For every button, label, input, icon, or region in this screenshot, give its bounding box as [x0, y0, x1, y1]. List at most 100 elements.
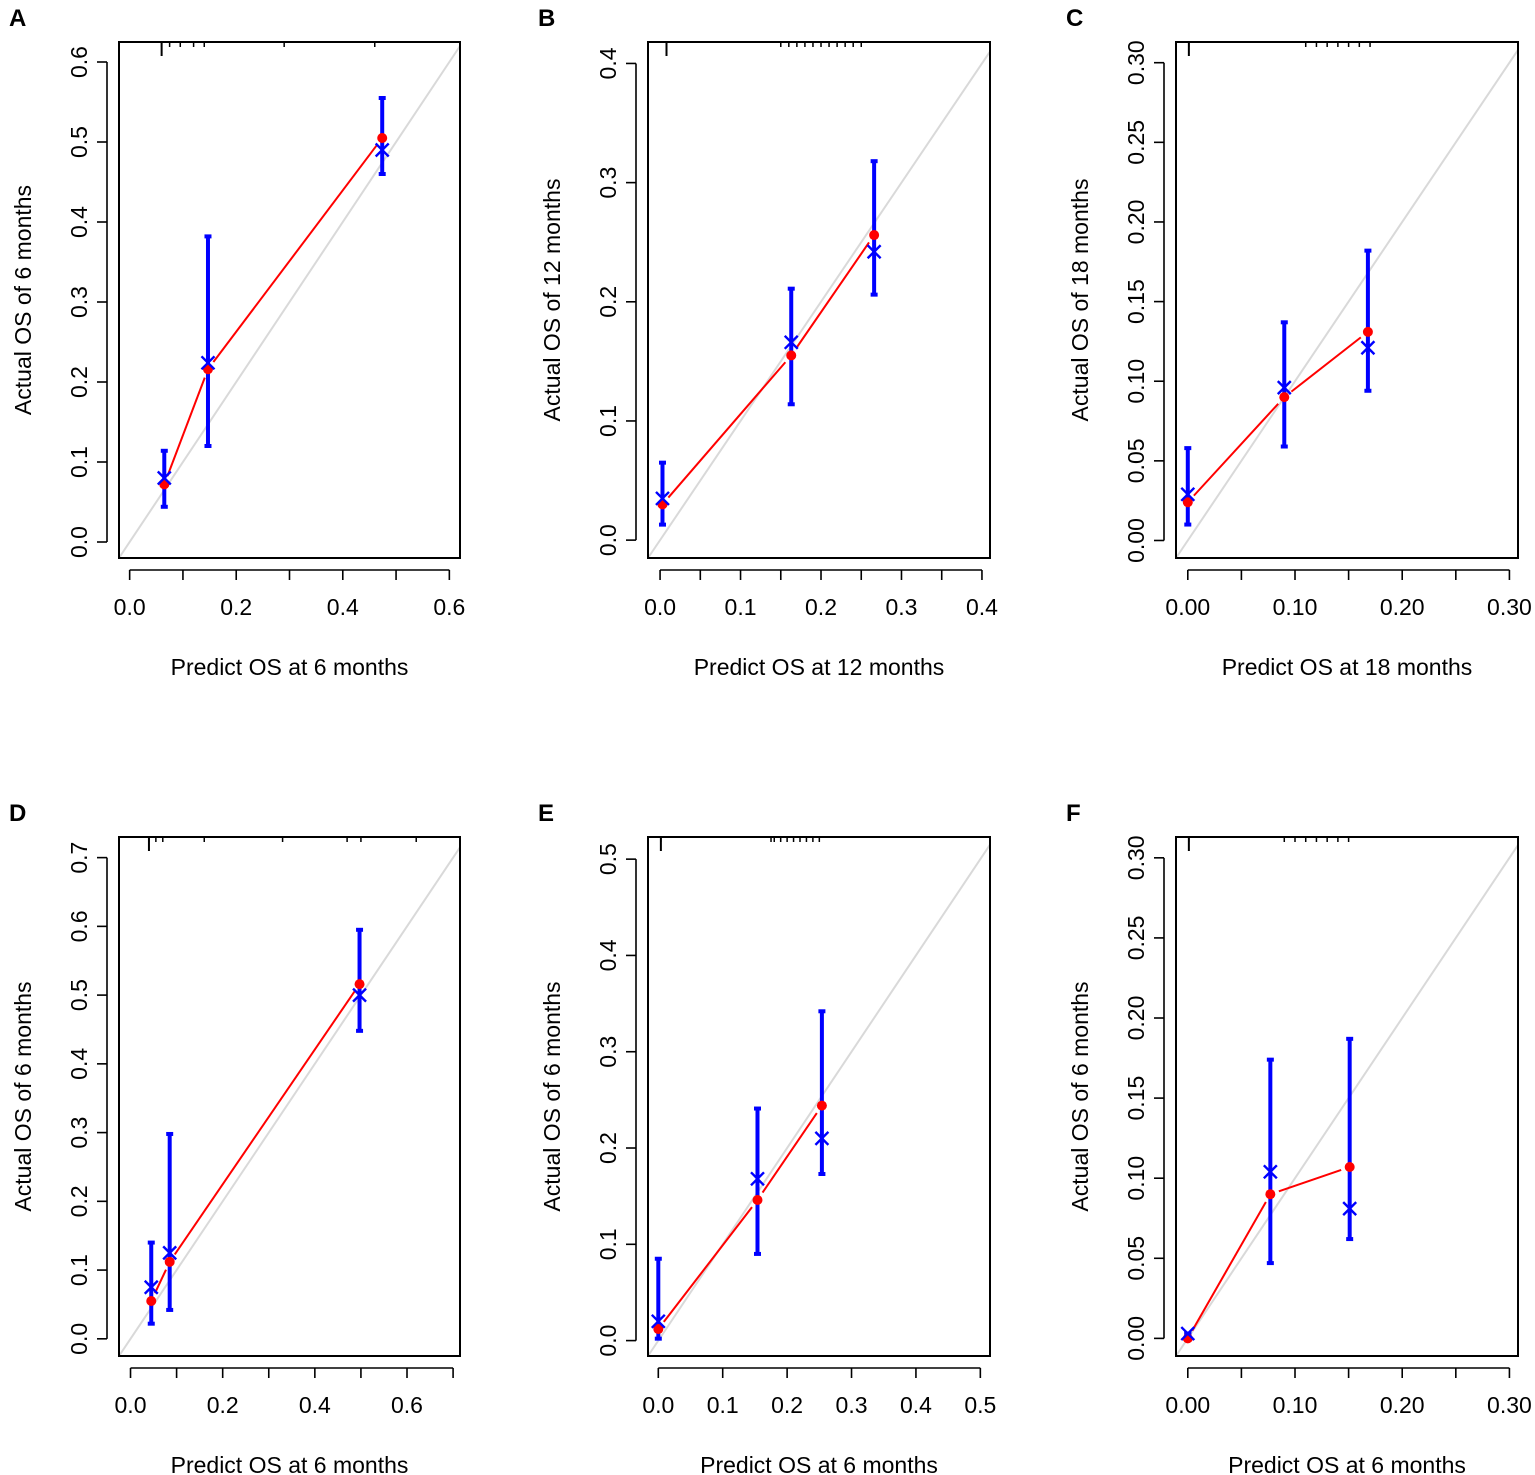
plot-frame	[118, 836, 461, 1357]
calibration-panel-a: A 0.0 0.2 0.4 0.6 0.0 0.1 0.2 0.3 0.4 0.5 0.6 Predic…	[9, 5, 465, 680]
y-tick-label: 0.4	[66, 1048, 92, 1080]
y-tick-label: 0.3	[66, 286, 92, 318]
observed-point	[1344, 1161, 1355, 1172]
plot-frame	[1175, 41, 1519, 559]
x-axis-title: Predict OS at 6 months	[1228, 1452, 1466, 1475]
kaplan-meier-estimate-marker	[162, 1245, 178, 1261]
x-axis-title: Predict OS at 12 months	[694, 654, 945, 680]
y-tick-label: 0.25	[1123, 120, 1149, 165]
y-tick-label: 0.10	[1123, 1156, 1149, 1201]
observed-point	[146, 1296, 157, 1307]
observed-calibration-segment	[1278, 1168, 1342, 1193]
y-tick-label: 0.00	[1123, 518, 1149, 563]
calibration-panel-d: D 0.0 0.2 0.4 0.6 0.0 0.1 0.2 0.3 0.4 0.5 0.6 0.7 Pre…	[9, 800, 461, 1475]
panel-label: A	[9, 5, 26, 32]
x-tick-label: 0.4	[299, 1392, 331, 1418]
x-tick-label: 0.10	[1273, 594, 1318, 620]
x-tick-label: 0.30	[1487, 594, 1532, 620]
y-tick-label: 0.15	[1123, 279, 1149, 324]
kaplan-meier-estimate-marker	[143, 1279, 159, 1295]
observed-calibration-segment	[173, 990, 356, 1255]
y-tick-label: 0.3	[66, 1117, 92, 1149]
panel-label: D	[9, 800, 26, 827]
ideal-reference-line	[1175, 49, 1519, 559]
observed-point	[1265, 1189, 1276, 1200]
x-tick-label: 0.0	[115, 1392, 147, 1418]
kaplan-meier-estimate-marker	[783, 334, 799, 350]
observed-point	[377, 133, 388, 143]
y-tick-label: 0.3	[595, 167, 621, 199]
panel-label: F	[1066, 800, 1081, 827]
observed-point	[653, 1324, 664, 1335]
kaplan-meier-estimate-marker	[1276, 380, 1292, 395]
panel-label: C	[1066, 5, 1083, 32]
y-tick-label: 0.1	[595, 405, 621, 437]
kaplan-meier-estimate-marker	[1180, 486, 1196, 502]
kaplan-meier-estimate-marker	[156, 470, 172, 486]
y-tick-label: 0.4	[595, 939, 621, 971]
kaplan-meier-estimate-marker	[1360, 340, 1376, 356]
y-tick-label: 0.2	[595, 1132, 621, 1164]
kaplan-meier-estimate-marker	[1342, 1201, 1358, 1216]
x-tick-label: 0.4	[966, 594, 998, 620]
observed-calibration-segment	[154, 1269, 167, 1294]
kaplan-meier-estimate-marker	[750, 1171, 765, 1187]
x-axis-title: Predict OS at 6 months	[171, 654, 409, 680]
x-tick-label: 0.20	[1380, 594, 1425, 620]
observed-calibration-segment	[1193, 403, 1279, 497]
y-axis-title: Actual OS of 6 months	[10, 185, 36, 415]
x-tick-label: 0.0	[114, 594, 146, 620]
y-tick-label: 0.20	[1123, 996, 1149, 1041]
kaplan-meier-estimate-marker	[814, 1131, 830, 1146]
y-tick-label: 0.1	[595, 1228, 621, 1260]
panel-label: B	[538, 5, 555, 32]
y-tick-label: 0.4	[595, 47, 621, 79]
y-tick-label: 0.6	[66, 910, 92, 942]
y-tick-label: 0.5	[66, 126, 92, 158]
x-axis-title: Predict OS at 6 months	[700, 1452, 938, 1475]
y-tick-label: 0.6	[66, 46, 92, 78]
observed-point	[354, 979, 365, 990]
observed-point	[869, 230, 880, 241]
observed-point	[816, 1100, 827, 1111]
kaplan-meier-estimate-marker	[352, 987, 367, 1003]
x-axis-title: Predict OS at 18 months	[1222, 654, 1473, 680]
x-tick-label: 0.5	[964, 1392, 996, 1418]
y-tick-label: 0.05	[1123, 1236, 1149, 1281]
y-tick-label: 0.2	[595, 286, 621, 318]
kaplan-meier-estimate-marker	[1262, 1164, 1278, 1180]
y-tick-label: 0.25	[1123, 916, 1149, 961]
y-tick-label: 0.0	[66, 1323, 92, 1355]
x-tick-label: 0.0	[644, 594, 676, 620]
plot-frame	[647, 41, 991, 559]
x-tick-label: 0.2	[771, 1392, 803, 1418]
kaplan-meier-estimate-marker	[866, 244, 882, 260]
observed-point	[752, 1195, 763, 1206]
x-tick-label: 0.2	[207, 1392, 239, 1418]
calibration-panel-f: F 0.00 0.10 0.20 0.30 0.00 0.05 0.10 0.15 0.20 0.2…	[1066, 800, 1532, 1475]
plot-frame	[1175, 836, 1519, 1357]
y-axis-title: Actual OS of 18 months	[1067, 179, 1093, 422]
kaplan-meier-estimate-marker	[650, 1313, 666, 1329]
x-axis-title: Predict OS at 6 months	[171, 1452, 409, 1475]
panel-label: E	[538, 800, 554, 827]
calibration-panel-b: B 0.0 0.1 0.2 0.3 0.4 0.0 0.1 0.2 0.3 0.4 Predict O…	[538, 5, 998, 680]
observed-calibration-segment	[667, 361, 787, 499]
x-tick-label: 0.4	[327, 594, 359, 620]
x-tick-label: 0.1	[725, 594, 757, 620]
kaplan-meier-estimate-marker	[200, 355, 216, 371]
x-tick-label: 0.1	[707, 1392, 739, 1418]
kaplan-meier-estimate-marker	[655, 491, 670, 506]
x-tick-label: 0.20	[1380, 1392, 1425, 1418]
y-axis-title: Actual OS of 6 months	[10, 981, 36, 1211]
y-tick-label: 0.0	[595, 524, 621, 556]
y-tick-label: 0.2	[66, 366, 92, 398]
x-tick-label: 0.2	[805, 594, 837, 620]
x-tick-label: 0.00	[1165, 594, 1210, 620]
y-tick-label: 0.1	[66, 446, 92, 478]
y-tick-label: 0.2	[66, 1185, 92, 1217]
y-tick-label: 0.7	[66, 842, 92, 874]
y-tick-label: 0.5	[66, 979, 92, 1011]
y-tick-label: 0.05	[1123, 438, 1149, 483]
y-tick-label: 0.3	[595, 1036, 621, 1068]
